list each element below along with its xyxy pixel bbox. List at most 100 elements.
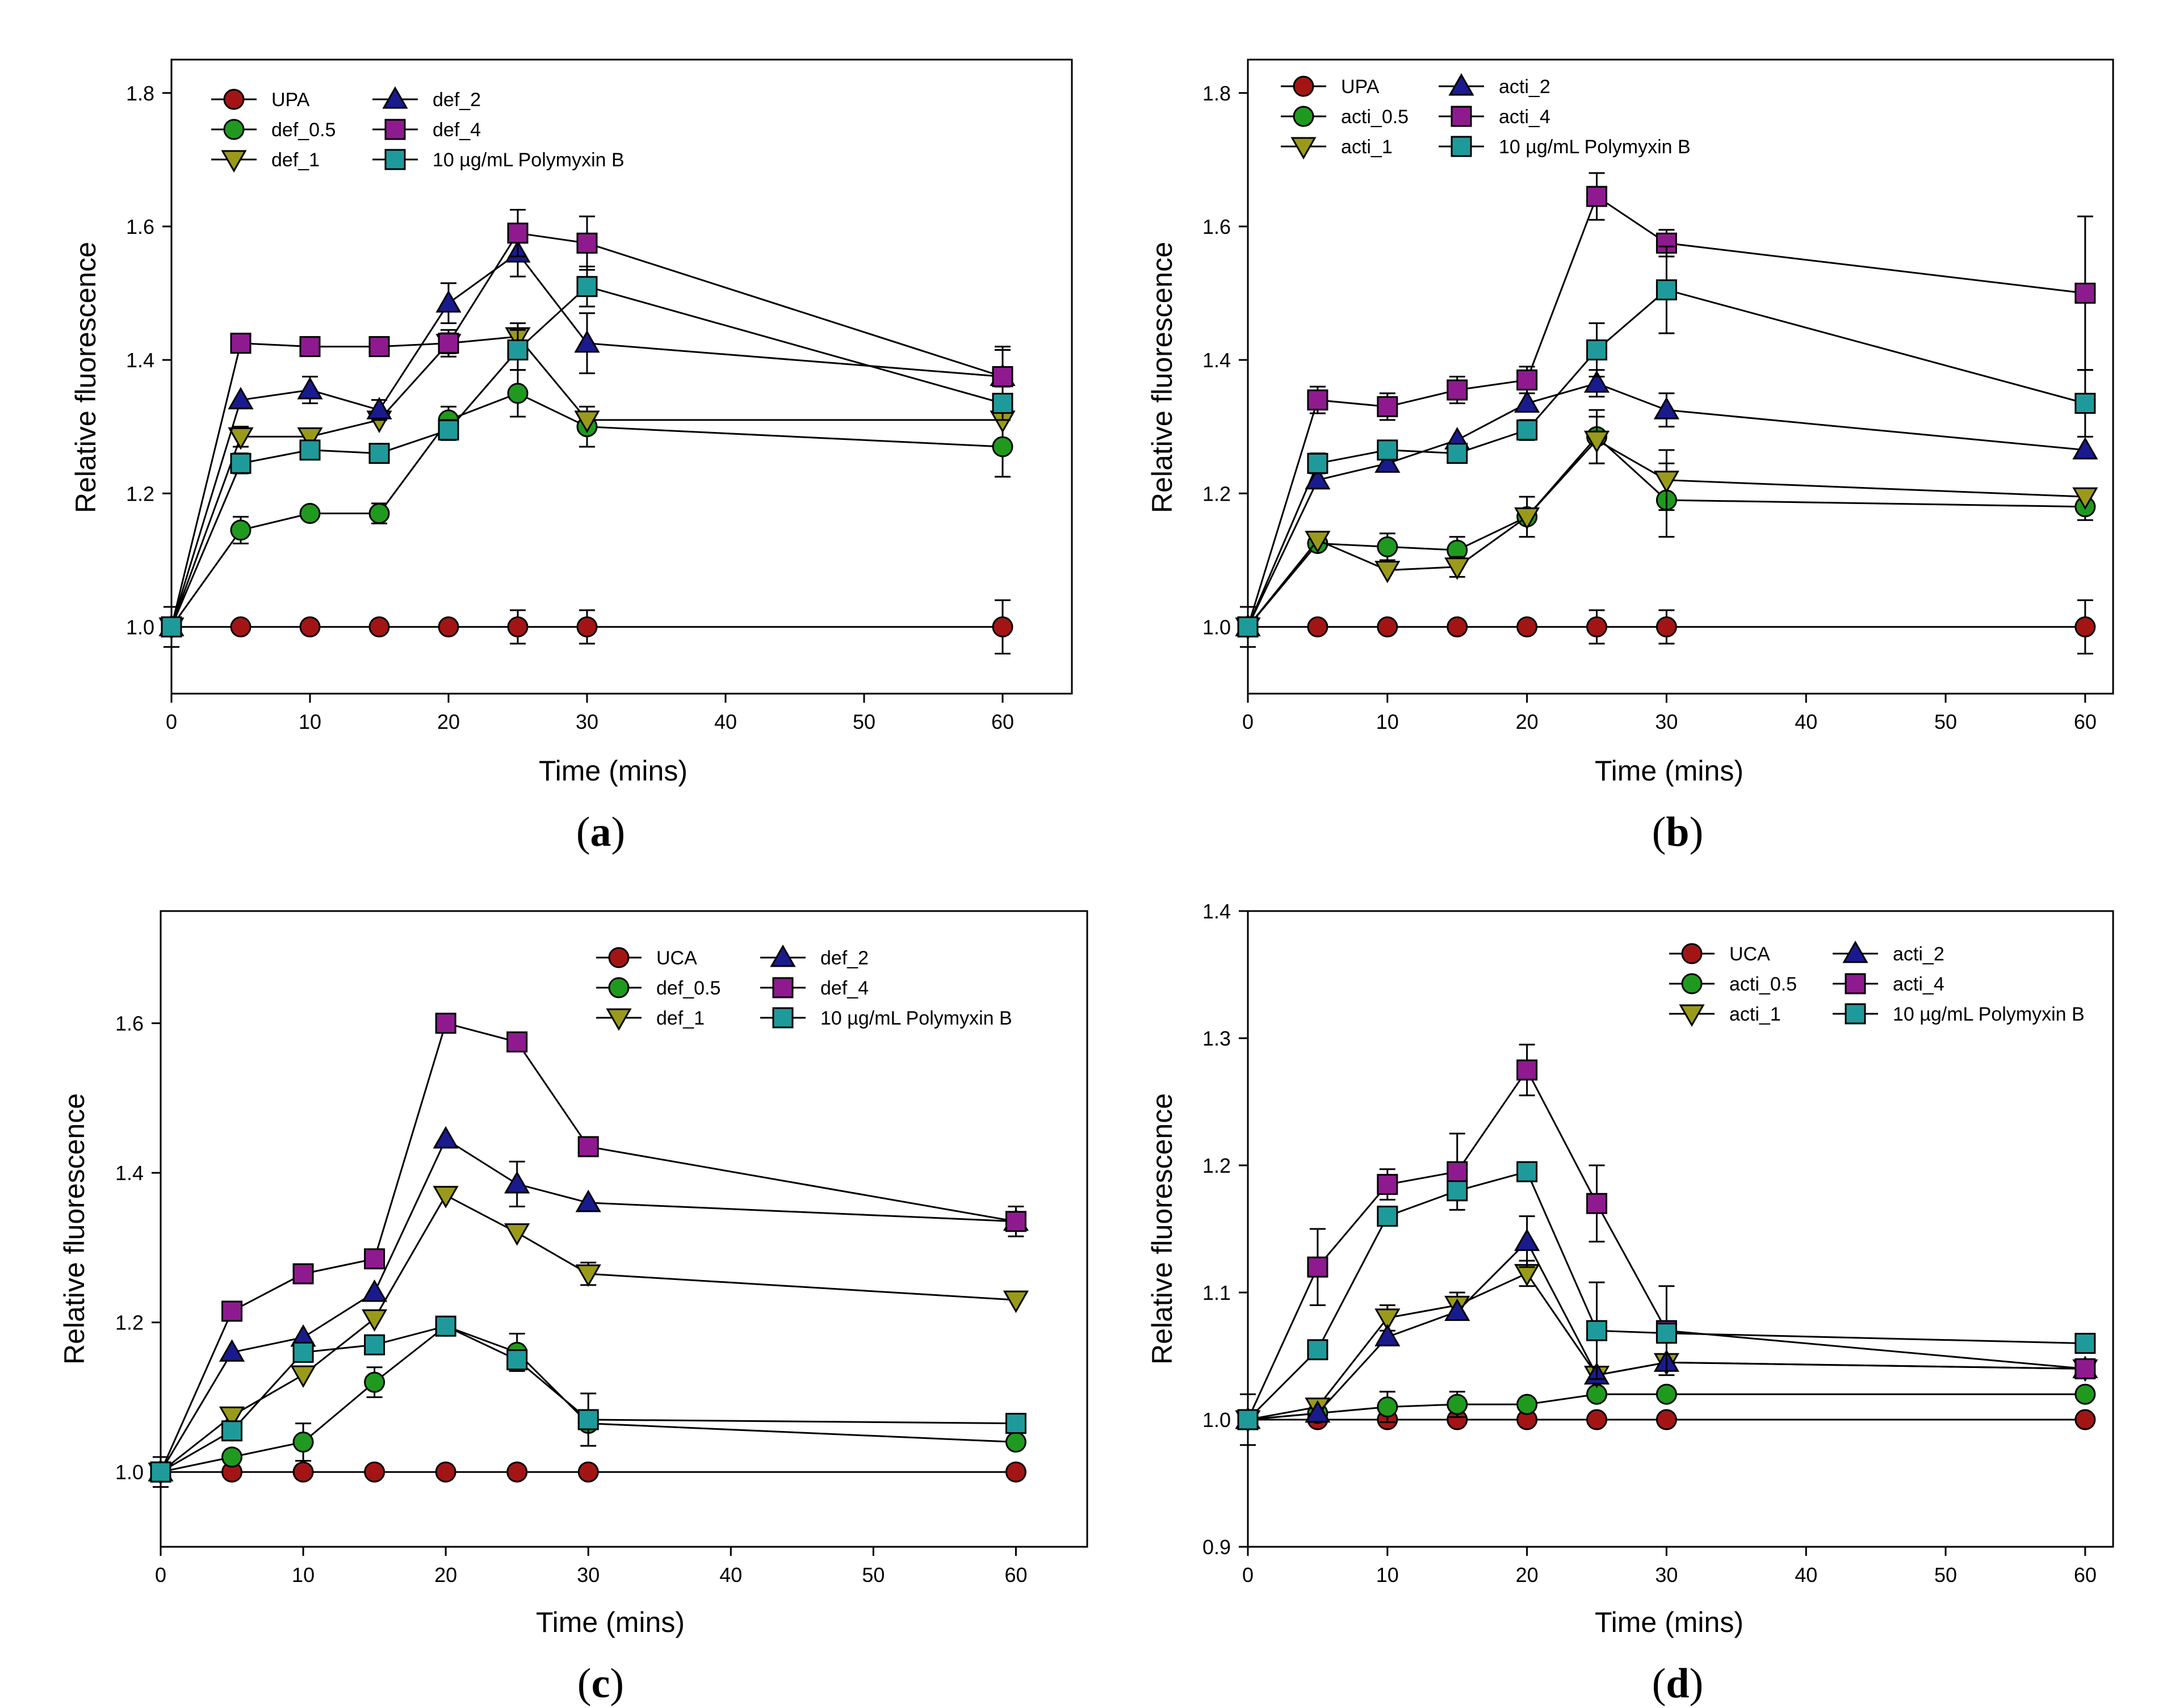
series-b-5-point xyxy=(1516,419,1538,441)
y-tick-label-a: 1.2 xyxy=(126,482,154,505)
x-tick-label-c: 20 xyxy=(434,1563,457,1587)
legend-marker-a xyxy=(221,150,247,173)
series-a-2-point xyxy=(574,410,600,433)
series-c-0 xyxy=(150,1456,1026,1488)
legend-marker-a xyxy=(223,119,245,140)
series-a-1-point xyxy=(507,383,529,404)
legend-label-b: acti_1 xyxy=(1341,136,1393,158)
x-tick-label-d: 0 xyxy=(1242,1563,1254,1587)
series-b-0-point xyxy=(1377,616,1398,637)
series-a-4 xyxy=(161,209,1013,637)
legend-marker-c xyxy=(772,1007,794,1029)
series-d-4-line xyxy=(1247,1068,2085,1420)
series-d-5-point xyxy=(1237,1409,1259,1430)
legend-marker-d xyxy=(1845,1003,1866,1025)
series-a-0-point xyxy=(438,616,459,637)
legend-marker-a xyxy=(382,86,408,109)
series-a-5-point xyxy=(438,419,459,441)
series-b-3-point xyxy=(1514,390,1540,413)
legend-marker-d xyxy=(1845,973,1866,994)
x-tick-label-c: 40 xyxy=(719,1563,742,1587)
y-tick-label-d: 1.4 xyxy=(1202,900,1231,923)
legend-label-d: acti_1 xyxy=(1729,1004,1781,1025)
y-tick-label-b: 1.4 xyxy=(1202,349,1231,372)
series-b-3-point xyxy=(2072,437,2098,460)
series-c-5-point xyxy=(1005,1413,1026,1434)
series-d-5-point xyxy=(1656,1323,1677,1344)
series-c-5-line xyxy=(160,1325,1016,1473)
series-d-1-point xyxy=(1516,1394,1538,1415)
x-tick-label-a: 30 xyxy=(576,710,598,733)
series-b-4-point xyxy=(1307,389,1328,411)
y-axis-title-a: Relative fluorescence xyxy=(70,242,102,513)
x-tick-label-a: 10 xyxy=(299,710,321,733)
x-tick-label-a: 40 xyxy=(714,710,737,733)
series-a-5-point xyxy=(161,616,182,637)
legend-marker-d xyxy=(1842,940,1868,963)
y-tick-label-a: 1.4 xyxy=(126,349,154,372)
series-c-0-point xyxy=(435,1461,456,1483)
series-b-3-line xyxy=(1247,382,2085,628)
series-a-4-point xyxy=(438,333,459,354)
x-tick-label-c: 50 xyxy=(862,1563,885,1587)
series-d-4-point xyxy=(2074,1358,2096,1379)
x-tick-label-b: 10 xyxy=(1376,710,1399,733)
series-a-1 xyxy=(161,369,1013,637)
series-b-3-point xyxy=(1653,397,1680,419)
x-tick-label-c: 60 xyxy=(1004,1563,1027,1587)
y-axis-title-d: Relative fluorescence xyxy=(1146,1093,1178,1365)
x-tick-label-b: 30 xyxy=(1655,710,1678,733)
legend-label-b: acti_4 xyxy=(1499,106,1550,128)
legend-marker-b xyxy=(1451,136,1472,157)
legend-label-b: 10 µg/mL Polymyxin B xyxy=(1499,136,1691,158)
series-c-3-point xyxy=(219,1339,245,1362)
series-a-4-point xyxy=(368,336,390,358)
legend-marker-a xyxy=(223,89,245,110)
series-a-0-point xyxy=(299,616,321,637)
x-tick-label-d: 50 xyxy=(1934,1563,1957,1587)
legend-marker-a xyxy=(384,149,406,170)
legend-label-b: UPA xyxy=(1341,76,1380,98)
series-d-4-point xyxy=(1447,1161,1468,1182)
x-tick-label-d: 40 xyxy=(1795,1563,1817,1587)
series-d-5-point xyxy=(1586,1320,1608,1341)
series-b-5-point xyxy=(1237,616,1259,637)
series-c-5-point xyxy=(292,1341,314,1363)
series-a-5 xyxy=(161,265,1013,637)
legend-d: UCA acti_0.5 acti_1 acti_2 acti_4 10 µg/mL Po… xyxy=(1669,940,2085,1027)
series-a-4-point xyxy=(576,232,598,254)
series-d-3-point xyxy=(1514,1228,1540,1251)
legend-label-c: def_0.5 xyxy=(656,977,720,999)
series-b-4-point xyxy=(1586,186,1608,207)
series-c-3-point xyxy=(575,1189,601,1212)
plot-frame-a xyxy=(170,58,1073,695)
series-d-4-point xyxy=(1586,1193,1608,1214)
plot-frame-d xyxy=(1247,910,2114,1548)
series-d-0-point xyxy=(1656,1409,1677,1430)
series-b-0-point xyxy=(1656,616,1677,637)
series-c-3-point xyxy=(433,1126,459,1149)
series-c-0-point xyxy=(1005,1461,1026,1483)
y-axis-title-b: Relative fluorescence xyxy=(1146,242,1178,513)
series-d-5-point xyxy=(2074,1333,2096,1354)
series-b-0-point xyxy=(1516,616,1538,637)
y-tick-label-c: 1.6 xyxy=(115,1012,144,1035)
series-a-0-point xyxy=(992,616,1013,637)
series-c-5-point xyxy=(221,1420,243,1442)
series-c-5 xyxy=(150,1315,1026,1483)
series-c-2 xyxy=(148,1186,1029,1485)
y-tick-label-a: 1.6 xyxy=(126,215,154,238)
series-b-5-point xyxy=(2074,393,2096,414)
series-b-5-line xyxy=(1247,288,2086,627)
series-a-5-point xyxy=(992,393,1013,414)
series-a-1-point xyxy=(299,503,321,524)
series-d-1-line xyxy=(1247,1393,2085,1421)
panel-b: 0 10 20 30 40 50 60 1.0 1.2 1.4 1.6 1.8 Time (mins) R… xyxy=(1146,58,2114,855)
legend-marker-d xyxy=(1681,943,1703,964)
legend-b: UPA acti_0.5 acti_1 acti_2 acti_4 10 µg/mL Po… xyxy=(1281,73,1691,160)
series-c-1-point xyxy=(292,1432,314,1453)
plot-frame-b xyxy=(1247,58,2114,695)
y-tick-label-d: 1.0 xyxy=(1202,1408,1231,1432)
series-c-5-point xyxy=(506,1349,528,1371)
